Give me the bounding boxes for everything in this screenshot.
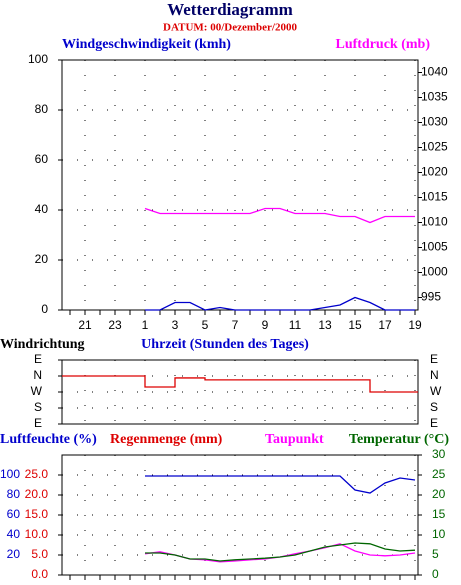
- y-tick-label: 1020: [421, 165, 448, 179]
- y-tick-label: 1040: [421, 65, 448, 79]
- y-tick-label: 1000: [421, 265, 448, 279]
- y-tick-label: W: [31, 384, 43, 398]
- x-tick-label: 3: [172, 318, 179, 332]
- y-tick-label: E: [430, 352, 438, 366]
- y-tick-label: 1015: [421, 190, 448, 204]
- y-tick-label: 1010: [421, 215, 448, 229]
- y-tick-label: 80: [7, 487, 21, 501]
- x-tick-label: 5: [202, 318, 209, 332]
- series-line: [145, 475, 416, 494]
- y-tick-label: 15.0: [25, 507, 49, 521]
- y-tick-label: 10: [432, 527, 446, 541]
- x-tick-label: 15: [348, 318, 362, 332]
- series-line: [144, 543, 416, 563]
- y-tick-label: 5.0: [31, 547, 48, 561]
- y-tick-label: 20: [35, 252, 49, 266]
- x-tick-label: 7: [232, 318, 239, 332]
- y-tick-label: 60: [35, 152, 49, 166]
- y-tick-label: 10.0: [25, 527, 49, 541]
- x-tick-label: 21: [78, 318, 92, 332]
- y-tick-label: 15: [432, 507, 446, 521]
- y-tick-label: 40: [7, 527, 21, 541]
- y-tick-label: S: [430, 400, 438, 414]
- legend-label: Windgeschwindigkeit (kmh): [62, 37, 231, 52]
- y-tick-label: N: [33, 368, 42, 382]
- y-tick-label: E: [34, 416, 42, 430]
- y-tick-label: 40: [35, 202, 49, 216]
- y-tick-label: E: [34, 352, 42, 366]
- series-line: [144, 207, 415, 224]
- axis-label: Windrichtung: [0, 337, 85, 352]
- x-axis-label: Uhrzeit (Stunden des Tages): [141, 337, 309, 352]
- y-tick-label: 1035: [421, 90, 448, 104]
- series-line: [145, 542, 416, 562]
- axis-label: Regenmenge (mm): [110, 432, 223, 447]
- x-tick-label: 1: [142, 318, 149, 332]
- x-tick-label: 19: [408, 318, 422, 332]
- y-tick-label: 100: [28, 52, 48, 66]
- y-tick-label: E: [430, 416, 438, 430]
- series-line: [62, 375, 418, 393]
- plot-frame: [61, 359, 419, 425]
- y-tick-label: S: [34, 400, 42, 414]
- y-tick-label: 1030: [421, 115, 448, 129]
- y-tick-label: 0: [41, 302, 48, 316]
- x-tick-label: 23: [108, 318, 122, 332]
- legend-label: Temperatur (°C): [349, 432, 449, 447]
- y-tick-label: 25.0: [25, 467, 49, 481]
- y-tick-label: 80: [35, 102, 49, 116]
- y-tick-label: 30: [432, 447, 446, 461]
- y-tick-label: 20: [7, 547, 21, 561]
- plot-frame: [61, 59, 419, 311]
- y-tick-label: 995: [421, 290, 441, 304]
- chart-title: Wetterdiagramm: [167, 0, 293, 19]
- x-tick-label: 13: [318, 318, 332, 332]
- legend-label: Taupunkt: [265, 432, 324, 447]
- y-tick-label: N: [430, 368, 439, 382]
- legend-label: Luftfeuchte (%): [0, 432, 97, 447]
- y-tick-label: 100: [0, 467, 20, 481]
- y-tick-label: 1025: [421, 140, 448, 154]
- legend-label: Luftdruck (mb): [335, 37, 430, 52]
- y-tick-label: 20: [432, 487, 446, 501]
- x-tick-label: 11: [289, 318, 302, 332]
- y-tick-label: W: [430, 384, 442, 398]
- y-tick-label: 25: [432, 467, 446, 481]
- y-tick-label: 0: [432, 567, 439, 581]
- x-tick-label: 9: [262, 318, 269, 332]
- y-tick-label: 5: [432, 547, 439, 561]
- y-tick-label: 0.0: [31, 567, 48, 581]
- chart-subtitle: DATUM: 00/Dezember/2000: [163, 22, 297, 34]
- y-tick-label: 20.0: [25, 487, 49, 501]
- x-tick-label: 17: [378, 318, 392, 332]
- series-line: [145, 296, 415, 311]
- y-tick-label: 1005: [421, 240, 448, 254]
- y-tick-label: 60: [7, 507, 21, 521]
